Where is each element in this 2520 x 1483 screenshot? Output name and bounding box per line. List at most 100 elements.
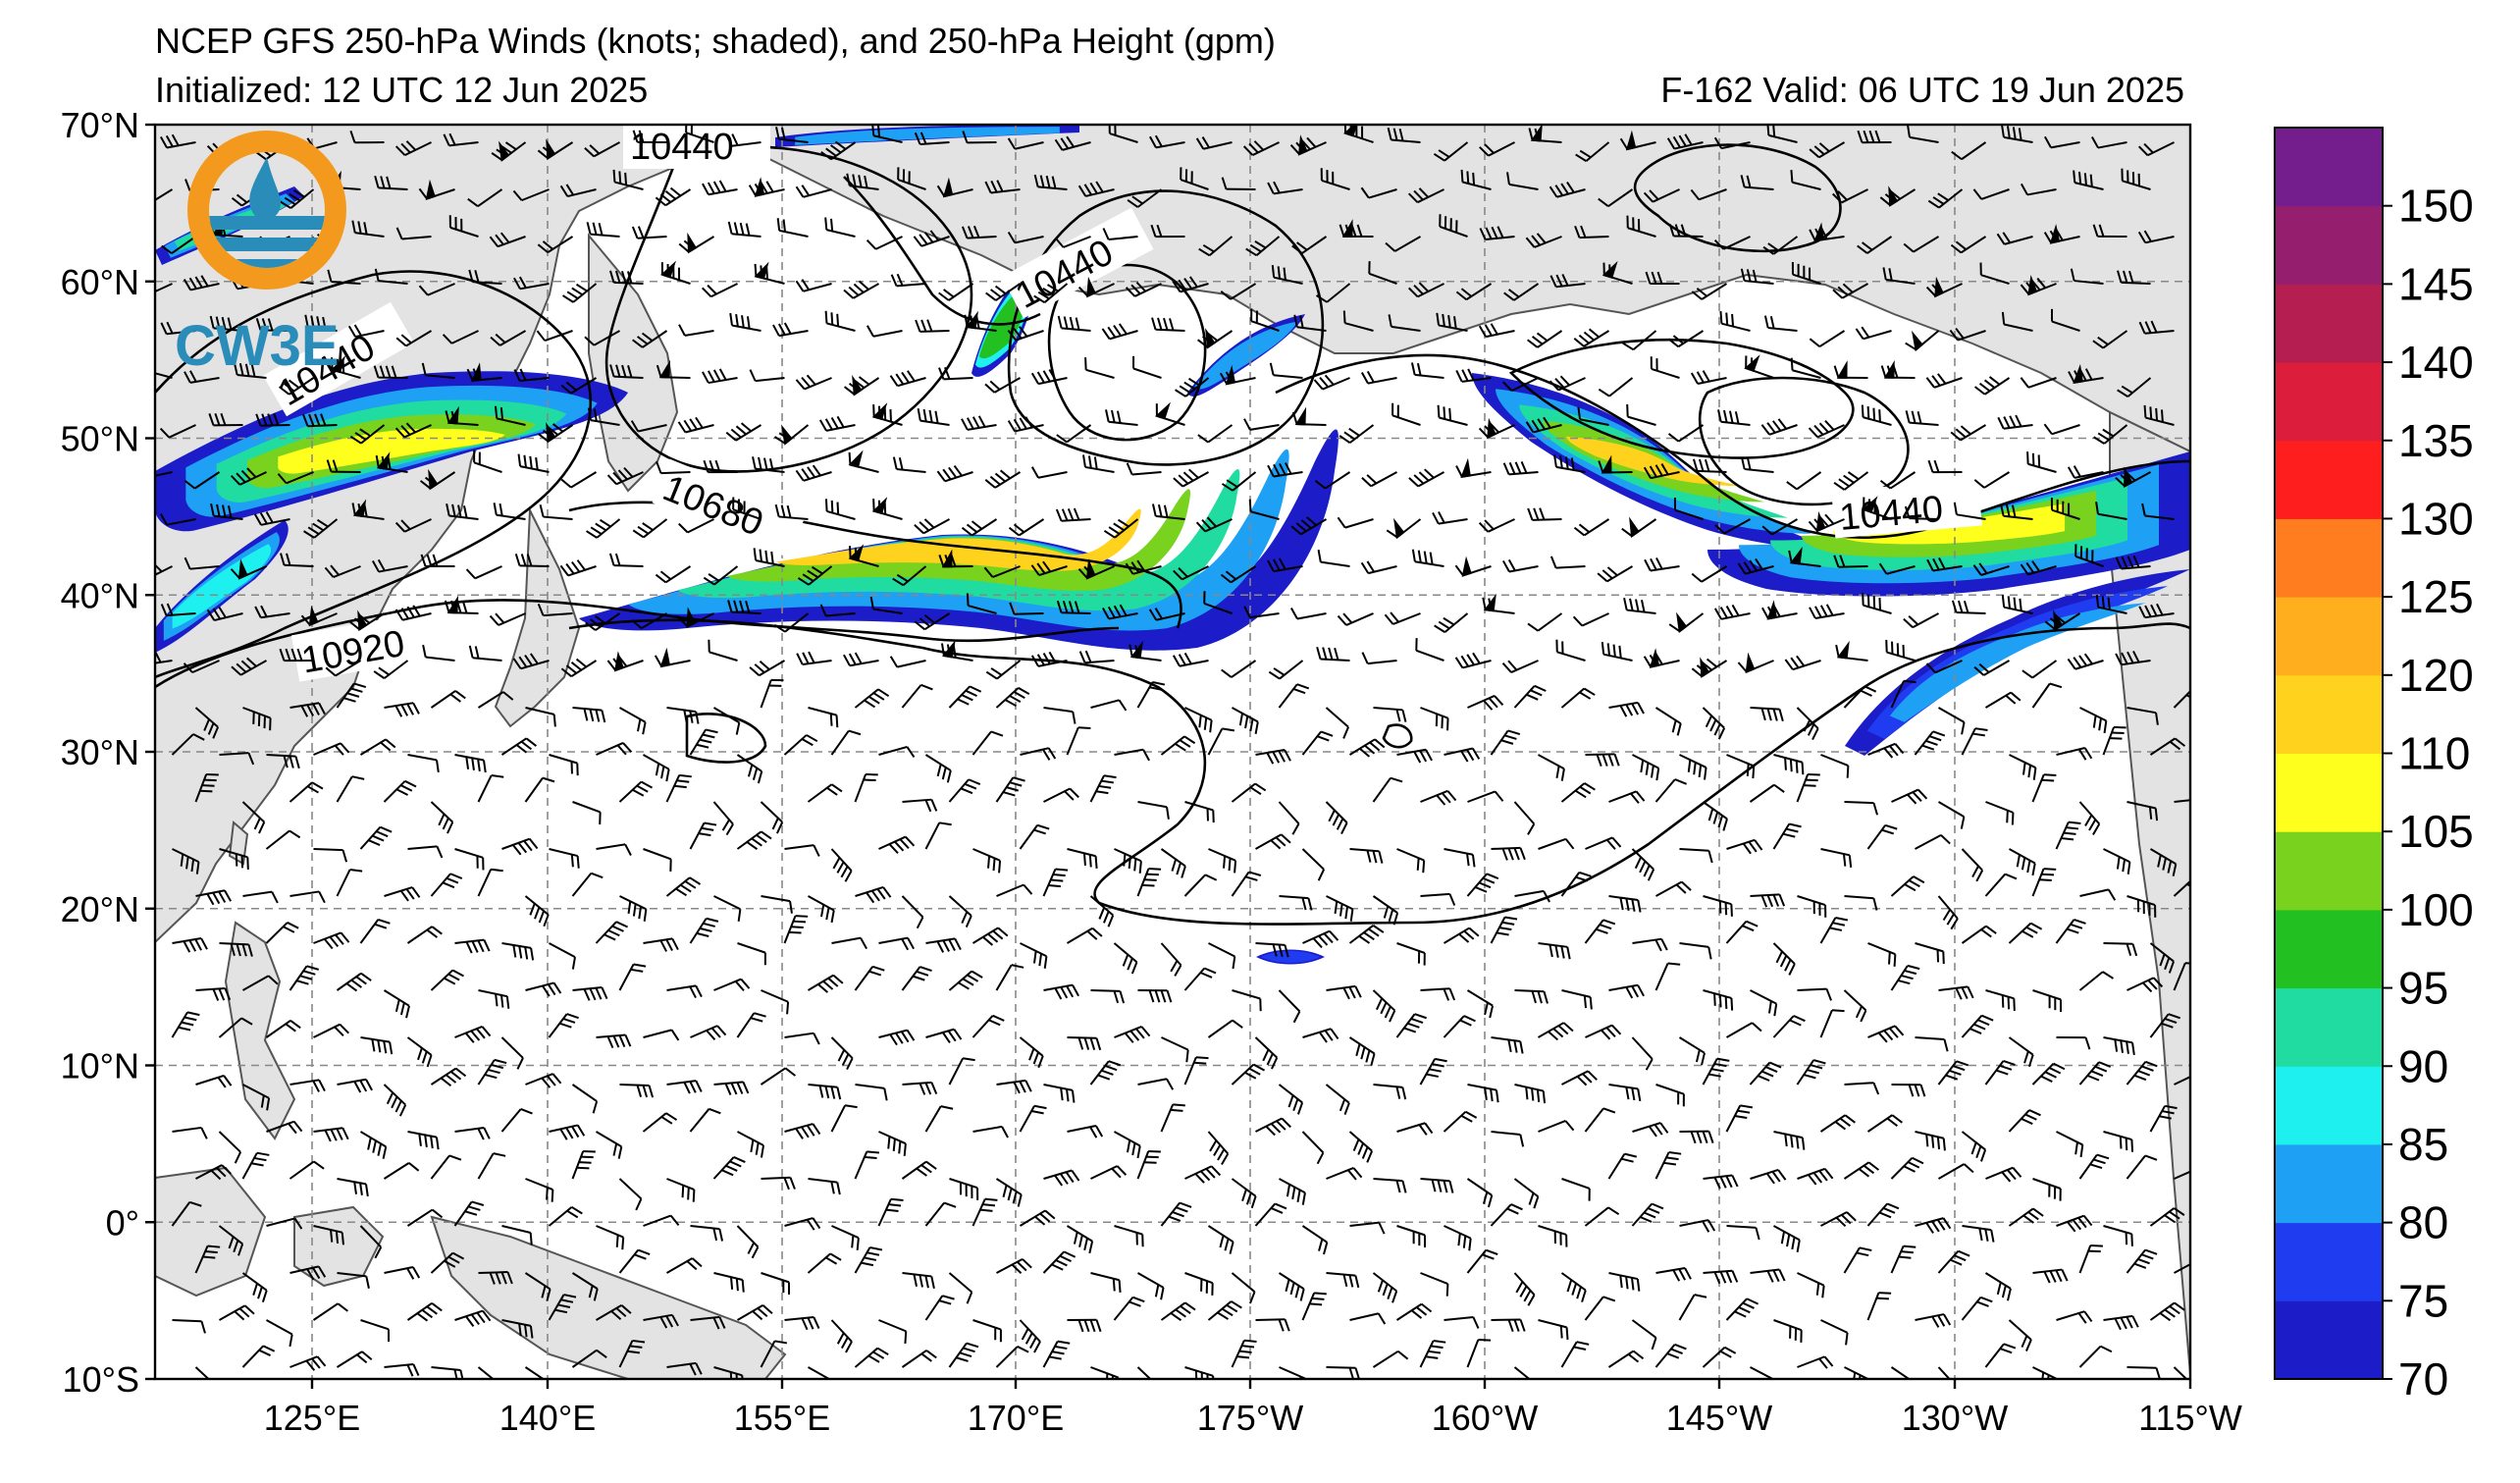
wind-barb	[1937, 1060, 1969, 1086]
wind-barb	[265, 922, 299, 944]
wind-barb	[194, 772, 219, 803]
wind-barb	[266, 1319, 293, 1348]
wind-barb	[501, 1225, 533, 1245]
wind-barb	[477, 691, 514, 709]
wind-barb	[1301, 1292, 1327, 1321]
wind-barb	[1348, 738, 1386, 758]
colorbar-swatch	[2275, 284, 2383, 363]
wind-barb	[1372, 1350, 1409, 1368]
wind-barb	[1503, 283, 1540, 301]
wind-barb	[585, 518, 621, 539]
wind-barb	[1019, 823, 1050, 850]
wind-barb	[1113, 942, 1138, 975]
wind-barb	[524, 776, 555, 803]
wind-barb	[1148, 608, 1185, 621]
wind-barb	[708, 639, 738, 662]
wind-barb	[241, 1345, 276, 1368]
wind-barb	[1089, 895, 1115, 927]
wind-barb	[1368, 261, 1397, 285]
wind-barb	[1514, 889, 1550, 903]
wind-barb	[619, 707, 647, 735]
wind-barb	[961, 415, 997, 431]
logo-text: CW3E	[175, 314, 340, 378]
wind-barb	[454, 848, 485, 871]
wind-barb	[536, 330, 573, 343]
wind-barb	[902, 1081, 938, 1095]
colorbar-swatch	[2275, 831, 2383, 911]
wind-barb	[1584, 919, 1616, 944]
wind-barb	[289, 1355, 327, 1371]
wind-barb	[1090, 1366, 1120, 1379]
wind-barb	[1373, 1178, 1407, 1193]
wind-barb	[961, 518, 998, 537]
wind-barb	[776, 218, 809, 238]
wind-barb	[394, 140, 432, 157]
wind-barb	[749, 660, 786, 677]
wind-barb	[155, 561, 173, 581]
wind-barb	[913, 230, 950, 247]
wind-barb	[2149, 942, 2176, 974]
wind-barb	[784, 1217, 821, 1231]
wind-barb	[255, 413, 290, 427]
wind-barb	[1410, 362, 1444, 379]
wind-barb	[1420, 789, 1457, 806]
wind-barb	[2050, 497, 2080, 520]
wind-barb	[1773, 1225, 1801, 1253]
wind-barb	[421, 362, 455, 379]
wind-barb	[561, 283, 598, 303]
lat-tick-label: 30°N	[61, 732, 139, 772]
wind-barb	[2079, 707, 2108, 734]
wind-barb	[869, 596, 903, 614]
wind-barb	[2126, 707, 2159, 725]
wind-barb	[712, 707, 741, 735]
wind-barb	[1090, 989, 1126, 1004]
wind-barb	[1575, 141, 1610, 162]
wind-barb	[1961, 848, 1984, 882]
wind-barb	[878, 746, 916, 759]
wind-barb	[1084, 357, 1115, 379]
wind-barb	[1077, 276, 1115, 298]
wind-barb	[1337, 516, 1374, 529]
colorbar-tick-label: 135	[2398, 415, 2474, 466]
wind-barb	[2020, 274, 2057, 296]
wind-barb	[824, 499, 856, 520]
wind-barb	[948, 1057, 975, 1086]
wind-barb	[1513, 1366, 1539, 1379]
wind-barb	[1878, 562, 1916, 575]
wind-barb	[1679, 754, 1707, 780]
wind-barb	[961, 225, 997, 239]
wind-barb	[924, 821, 952, 850]
wind-barb	[1585, 1024, 1622, 1040]
wind-barb	[500, 1108, 533, 1133]
wind-barb	[1396, 748, 1433, 764]
wind-barb	[1149, 134, 1185, 149]
wind-barb	[218, 1131, 242, 1164]
wind-barb	[360, 1036, 394, 1055]
wind-barb	[1740, 456, 1774, 473]
wind-barb	[1866, 1292, 1892, 1321]
wind-barb	[1678, 1294, 1707, 1321]
wind-barb	[1655, 880, 1692, 897]
wind-barb	[548, 1294, 577, 1321]
wind-barb	[1761, 600, 1798, 620]
wind-barb	[1467, 790, 1504, 803]
wind-barb	[501, 942, 535, 961]
wind-barb	[2043, 224, 2080, 244]
wind-barb	[1395, 1013, 1427, 1038]
lat-tick-label: 0°	[106, 1202, 139, 1243]
wind-barb	[972, 1319, 1002, 1343]
wind-barb	[1466, 1248, 1498, 1274]
wind-barb	[442, 330, 479, 344]
wind-barb	[1349, 1221, 1386, 1235]
wind-barb	[1090, 699, 1128, 712]
wind-barb	[1915, 1036, 1949, 1052]
wind-barb	[549, 942, 576, 970]
wind-barb	[549, 754, 579, 776]
wind-barb	[266, 1217, 303, 1230]
wind-barb	[1114, 1026, 1151, 1043]
wind-barb	[266, 1120, 303, 1135]
wind-barb	[430, 873, 463, 897]
wind-barb	[1762, 236, 1799, 255]
wind-barb	[773, 424, 810, 446]
wind-barb	[2056, 1310, 2093, 1324]
